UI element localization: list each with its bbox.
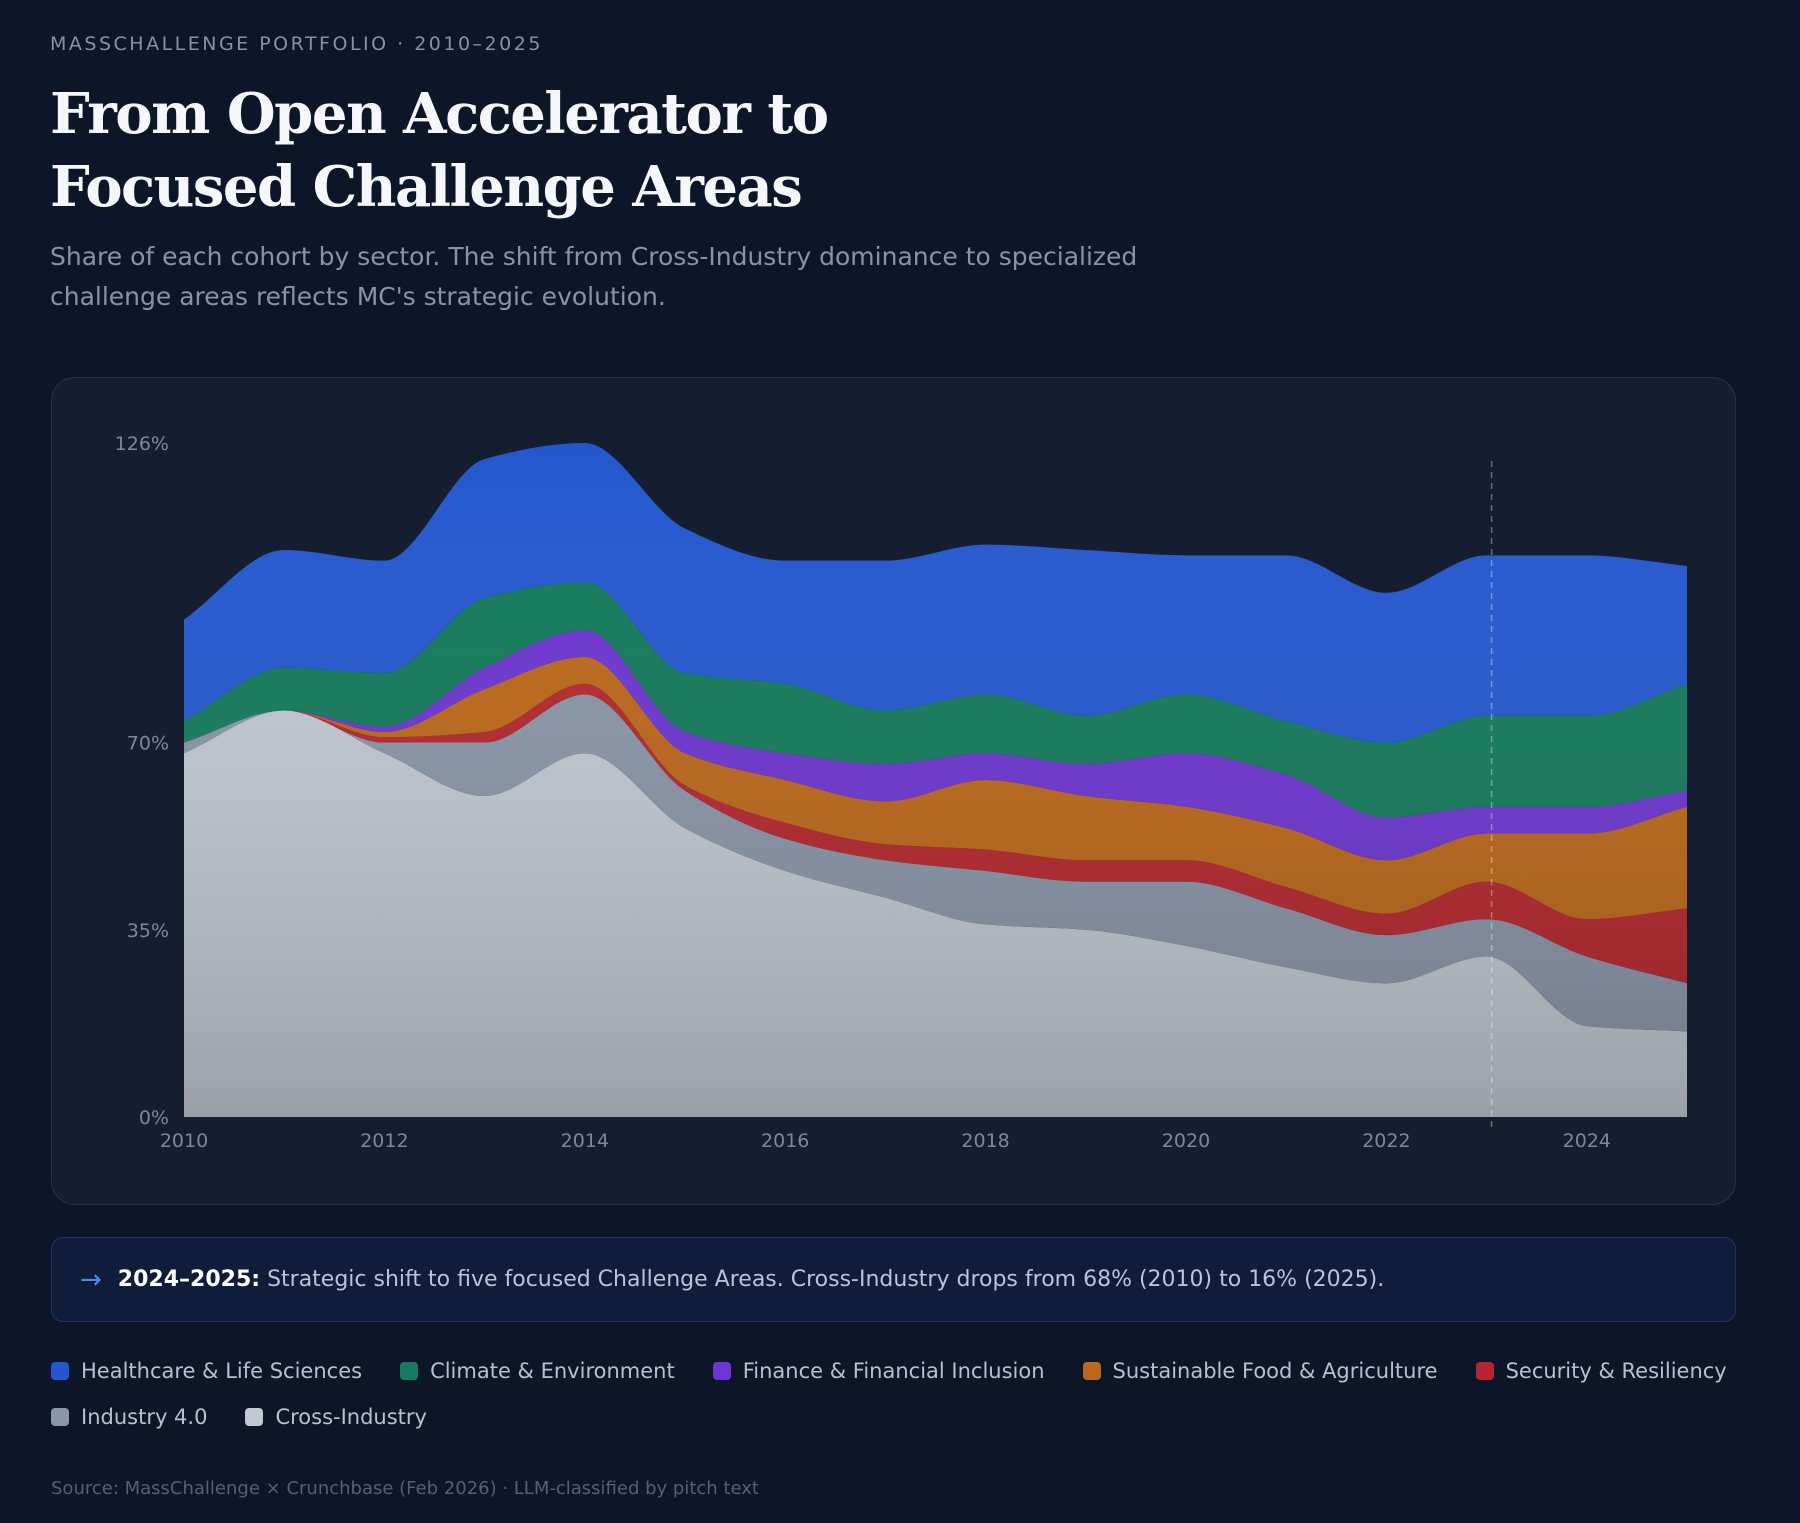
x-tick-label: 2012 <box>360 1130 408 1152</box>
legend-label: Climate & Environment <box>430 1359 675 1383</box>
insight-callout: → 2024–2025: Strategic shift to five foc… <box>51 1237 1736 1322</box>
legend-swatch <box>712 1362 731 1380</box>
legend-label: Security & Resiliency <box>1505 1359 1727 1383</box>
stacked-area-chart: 0% 35% 70% 126% 2010 2012 2014 2016 2018 2020 202… <box>115 433 1687 1152</box>
x-tick-label: 2018 <box>961 1130 1009 1152</box>
x-tick-label: 2014 <box>561 1130 609 1152</box>
chart-legend: Healthcare & Life Sciences Climate & Env… <box>51 1358 1731 1430</box>
legend-item-security: Security & Resiliency <box>1475 1358 1727 1384</box>
legend-swatch <box>51 1362 69 1380</box>
legend-label: Sustainable Food & Agriculture <box>1112 1359 1438 1383</box>
page-subtitle: Share of each cohort by sector. The shif… <box>50 242 1138 311</box>
legend-label: Industry 4.0 <box>81 1405 208 1429</box>
area-shade-overlay <box>184 443 1687 1117</box>
x-tick-label: 2010 <box>160 1130 208 1152</box>
legend-item-climate: Climate & Environment <box>400 1358 675 1384</box>
page-title: From Open Accelerator to Focused Challen… <box>50 81 829 220</box>
y-tick-label: 126% <box>115 433 169 455</box>
legend-item-food: Sustainable Food & Agriculture <box>1082 1358 1438 1384</box>
y-tick-label: 0% <box>139 1107 169 1129</box>
legend-item-healthcare: Healthcare & Life Sciences <box>51 1358 362 1384</box>
x-tick-label: 2024 <box>1563 1130 1611 1152</box>
y-tick-label: 35% <box>127 920 169 942</box>
eyebrow-label: MASSCHALLENGE PORTFOLIO · 2010–2025 <box>50 33 543 55</box>
callout-lead: 2024–2025: <box>117 1267 261 1292</box>
legend-swatch <box>1082 1362 1101 1380</box>
x-tick-label: 2020 <box>1162 1130 1210 1152</box>
x-tick-label: 2022 <box>1362 1130 1410 1152</box>
y-tick-label: 70% <box>127 733 169 755</box>
arrow-right-icon: → <box>80 1264 102 1295</box>
legend-swatch <box>1475 1362 1494 1380</box>
source-note: Source: MassChallenge × Crunchbase (Feb … <box>51 1478 759 1499</box>
legend-item-industry40: Industry 4.0 <box>51 1404 207 1430</box>
legend-label: Cross-Industry <box>275 1405 427 1429</box>
area-shading <box>184 443 1687 1117</box>
y-axis: 0% 35% 70% 126% <box>115 433 169 1129</box>
callout-text: Strategic shift to five focused Challeng… <box>267 1267 1385 1292</box>
legend-swatch <box>400 1362 419 1380</box>
legend-label: Healthcare & Life Sciences <box>81 1359 363 1383</box>
x-tick-label: 2016 <box>761 1130 809 1152</box>
x-axis: 2010 2012 2014 2016 2018 2020 2022 2024 <box>160 1130 1611 1152</box>
legend-swatch <box>245 1408 264 1426</box>
legend-swatch <box>51 1408 69 1426</box>
legend-label: Finance & Financial Inclusion <box>742 1359 1045 1383</box>
legend-item-cross-industry: Cross-Industry <box>245 1404 427 1430</box>
legend-item-finance: Finance & Financial Inclusion <box>712 1358 1045 1384</box>
